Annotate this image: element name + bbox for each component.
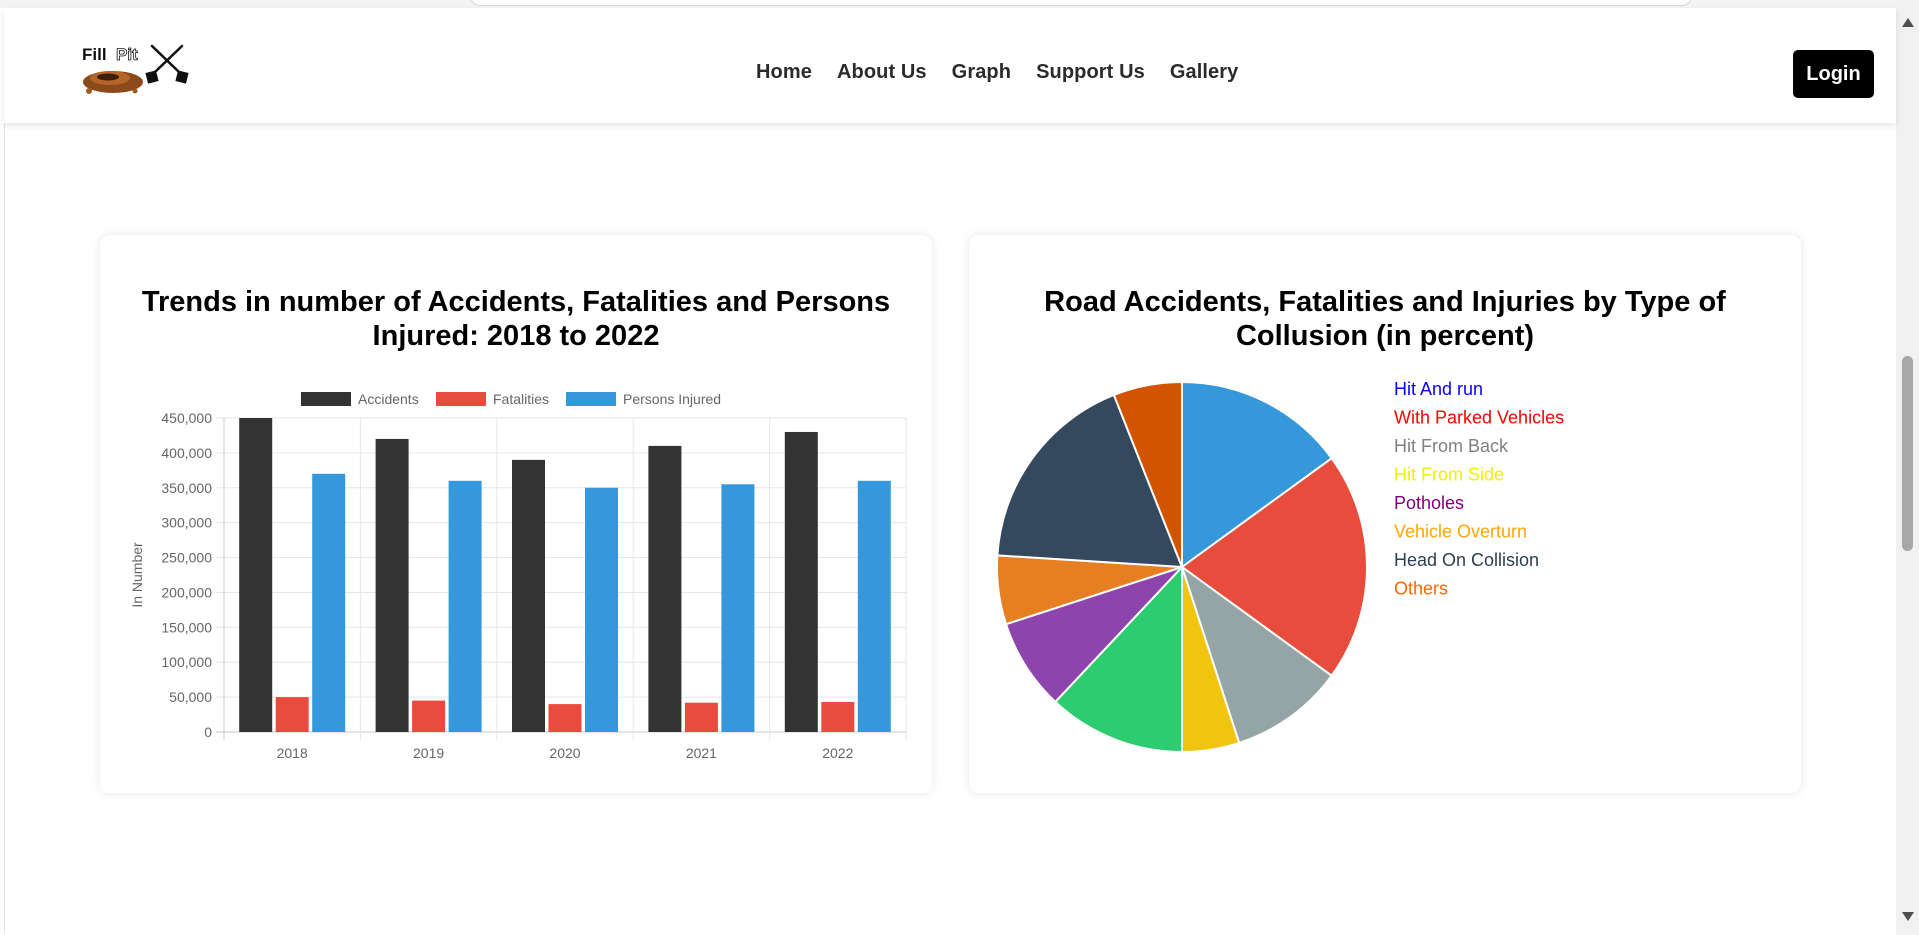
y-tick-label: 350,000 [161, 480, 212, 496]
pie-chart-card: Road Accidents, Fatalities and Injuries … [969, 235, 1801, 793]
address-bar-edge [470, 0, 1692, 6]
y-tick-label: 50,000 [169, 689, 212, 705]
logo-text-pit: Pit [116, 45, 138, 64]
y-tick-label: 100,000 [161, 654, 212, 670]
pie-slice-with-parked-vehicles [1180, 456, 1368, 678]
nav-gallery[interactable]: Gallery [1169, 61, 1239, 83]
pie-legend-others: Others [1394, 579, 1448, 599]
scroll-down-arrow-icon[interactable] [1902, 912, 1914, 921]
bar-persons-injured-2019 [448, 480, 482, 732]
x-tick-label: 2019 [413, 745, 444, 761]
bar-accidents-2022 [784, 431, 818, 732]
y-tick-label: 150,000 [161, 619, 212, 635]
x-tick-label: 2022 [822, 745, 853, 761]
browser-top-strip [0, 0, 1896, 8]
pie-legend-hit-and-run: Hit And run [1394, 379, 1483, 399]
pie-legend-with-parked-vehicles: With Parked Vehicles [1394, 408, 1564, 428]
pie-slice-vehicle-overturn [1004, 566, 1183, 704]
bar-persons-injured-2021 [721, 484, 755, 732]
scroll-up-arrow-icon[interactable] [1902, 18, 1914, 27]
left-border [4, 8, 5, 933]
scroll-thumb[interactable] [1902, 356, 1913, 551]
page-scrollbar[interactable] [1896, 0, 1919, 935]
bar-legend: Accidents Fatalities Persons Injured [301, 391, 721, 407]
bar-fatalities-2018 [275, 697, 309, 732]
y-tick-label: 300,000 [161, 515, 212, 531]
pie-slice-unlabeled [1112, 380, 1183, 568]
pie-slice-potholes [1053, 564, 1183, 754]
bar-fatalities-2020 [548, 704, 582, 732]
pie-legend: Hit And run With Parked Vehicles Hit From … [1394, 379, 1564, 599]
bar-chart-title: Trends in number of Accidents, Fatalitie… [141, 286, 891, 352]
logo-text-fill: Fill [82, 45, 107, 64]
main-nav: Home About Us Graph Support Us Gallery [756, 61, 1238, 84]
legend-swatch-persons-injured [566, 392, 616, 406]
pie-legend-hit-from-back: Hit From Back [1394, 436, 1509, 456]
y-tick-label: 450,000 [161, 410, 212, 426]
bar-accidents-2019 [375, 438, 409, 732]
nav-support-us[interactable]: Support Us [1036, 61, 1145, 83]
site-header: Fill Pit Home About Us Graph Support Us … [4, 8, 1896, 123]
bar-persons-injured-2018 [312, 473, 346, 732]
pie-chart-title: Road Accidents, Fatalities and Injuries … [1044, 286, 1726, 352]
legend-label: Persons Injured [623, 391, 721, 407]
y-tick-label: 0 [204, 724, 212, 740]
nav-graph[interactable]: Graph [951, 61, 1012, 83]
bar-accidents-2021 [648, 445, 682, 732]
pie-legend-head-on-collision: Head On Collision [1394, 550, 1539, 570]
bar-fatalities-2022 [821, 701, 855, 732]
bar-accidents-2020 [512, 459, 545, 732]
x-tick-label: 2018 [277, 745, 308, 761]
bar-fatalities-2021 [684, 702, 718, 732]
brand-logo[interactable]: Fill Pit [80, 38, 195, 100]
pie-slice-others [996, 393, 1184, 569]
nav-home[interactable]: Home [756, 61, 812, 83]
legend-label: Fatalities [493, 391, 549, 407]
pie-slice-hit-and-run [1181, 380, 1334, 569]
bar-accidents-2018 [239, 418, 273, 732]
bar-chart: 0 50,000 100,000 150,000 200,000 250,000 300,0… [129, 391, 907, 761]
pie-chart: Hit And run With Parked Vehicles Hit From … [996, 379, 1564, 754]
pie-slices [996, 380, 1368, 754]
bar-persons-injured-2022 [857, 480, 891, 732]
pie-legend-hit-from-side: Hit From Side [1394, 465, 1504, 485]
bar-axes: 0 50,000 100,000 150,000 200,000 250,000 300,0… [161, 410, 853, 761]
crossed-shovels-icon [145, 44, 189, 84]
bar-marks [239, 418, 891, 732]
legend-swatch-fatalities [436, 392, 486, 406]
legend-label: Accidents [358, 391, 419, 407]
pie-legend-vehicle-overturn: Vehicle Overturn [1394, 522, 1527, 542]
bar-chart-card: Trends in number of Accidents, Fatalitie… [100, 235, 932, 793]
nav-about-us[interactable]: About Us [836, 61, 927, 83]
bar-fatalities-2019 [412, 700, 446, 732]
bar-y-axis-label: In Number [129, 542, 145, 608]
pie-slice-hit-from-back [1180, 564, 1334, 745]
x-tick-label: 2021 [686, 745, 717, 761]
logo-dirt-mound-icon [83, 71, 143, 94]
legend-swatch-accidents [301, 392, 351, 406]
x-tick-label: 2020 [549, 745, 580, 761]
y-tick-label: 200,000 [161, 584, 212, 600]
y-tick-label: 400,000 [161, 445, 212, 461]
pie-legend-potholes: Potholes [1394, 493, 1464, 513]
y-tick-label: 250,000 [161, 550, 212, 566]
bar-persons-injured-2020 [585, 487, 618, 732]
login-button[interactable]: Login [1793, 50, 1874, 98]
